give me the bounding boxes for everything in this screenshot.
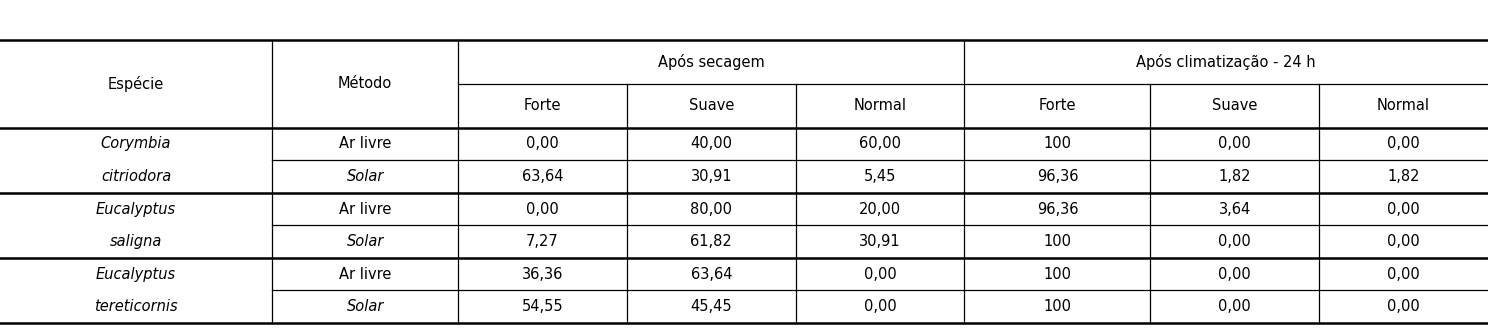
Text: 0,00: 0,00 — [863, 299, 896, 314]
Text: 40,00: 40,00 — [690, 137, 732, 152]
Text: Solar: Solar — [347, 299, 384, 314]
Text: 36,36: 36,36 — [522, 267, 562, 282]
Text: tereticornis: tereticornis — [94, 299, 179, 314]
Text: 0,00: 0,00 — [1387, 137, 1420, 152]
Text: citriodora: citriodora — [101, 169, 171, 184]
Text: 80,00: 80,00 — [690, 201, 732, 216]
Text: Ar livre: Ar livre — [339, 267, 391, 282]
Text: Corymbia: Corymbia — [101, 137, 171, 152]
Text: 0,00: 0,00 — [1219, 137, 1251, 152]
Text: 0,00: 0,00 — [1219, 267, 1251, 282]
Text: Eucalyptus: Eucalyptus — [97, 201, 176, 216]
Text: 100: 100 — [1043, 234, 1071, 249]
Text: 100: 100 — [1043, 137, 1071, 152]
Text: 20,00: 20,00 — [859, 201, 902, 216]
Text: 0,00: 0,00 — [527, 137, 559, 152]
Text: Ar livre: Ar livre — [339, 137, 391, 152]
Text: 100: 100 — [1043, 267, 1071, 282]
Text: 100: 100 — [1043, 299, 1071, 314]
Text: 60,00: 60,00 — [859, 137, 902, 152]
Text: Suave: Suave — [689, 98, 734, 113]
Text: Solar: Solar — [347, 234, 384, 249]
Text: 1,82: 1,82 — [1387, 169, 1420, 184]
Text: 0,00: 0,00 — [1387, 267, 1420, 282]
Text: 96,36: 96,36 — [1037, 169, 1079, 184]
Text: 96,36: 96,36 — [1037, 201, 1079, 216]
Text: Após secagem: Após secagem — [658, 54, 765, 70]
Text: 63,64: 63,64 — [522, 169, 564, 184]
Text: 0,00: 0,00 — [1387, 299, 1420, 314]
Text: Após climatização - 24 h: Após climatização - 24 h — [1137, 54, 1315, 70]
Text: 61,82: 61,82 — [690, 234, 732, 249]
Text: saligna: saligna — [110, 234, 162, 249]
Text: Método: Método — [338, 76, 393, 91]
Text: 54,55: 54,55 — [522, 299, 564, 314]
Text: 3,64: 3,64 — [1219, 201, 1251, 216]
Text: Normal: Normal — [854, 98, 906, 113]
Text: 0,00: 0,00 — [527, 201, 559, 216]
Text: Suave: Suave — [1213, 98, 1257, 113]
Text: 0,00: 0,00 — [1387, 234, 1420, 249]
Text: 30,91: 30,91 — [859, 234, 900, 249]
Text: 7,27: 7,27 — [527, 234, 559, 249]
Text: Espécie: Espécie — [109, 76, 164, 92]
Text: 0,00: 0,00 — [1387, 201, 1420, 216]
Text: 0,00: 0,00 — [863, 267, 896, 282]
Text: Forte: Forte — [524, 98, 561, 113]
Text: 1,82: 1,82 — [1219, 169, 1251, 184]
Text: Eucalyptus: Eucalyptus — [97, 267, 176, 282]
Text: 63,64: 63,64 — [690, 267, 732, 282]
Text: Solar: Solar — [347, 169, 384, 184]
Text: 0,00: 0,00 — [1219, 299, 1251, 314]
Text: Ar livre: Ar livre — [339, 201, 391, 216]
Text: 45,45: 45,45 — [690, 299, 732, 314]
Text: 5,45: 5,45 — [865, 169, 896, 184]
Text: Normal: Normal — [1376, 98, 1430, 113]
Text: Forte: Forte — [1039, 98, 1076, 113]
Text: 30,91: 30,91 — [690, 169, 732, 184]
Text: 0,00: 0,00 — [1219, 234, 1251, 249]
